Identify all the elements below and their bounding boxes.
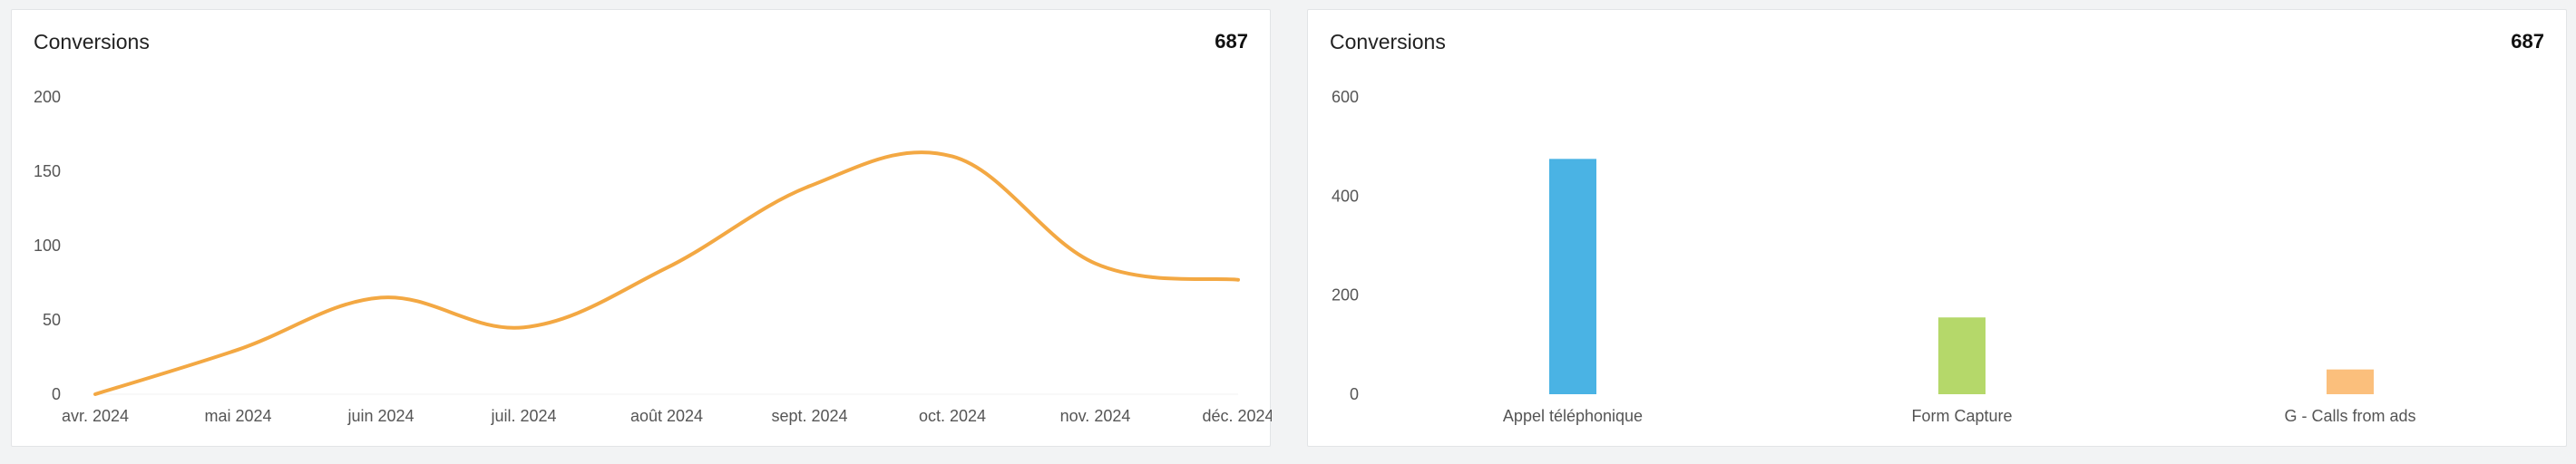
x-tick-label: juil. 2024 [490,407,556,425]
y-tick-label: 100 [34,237,61,255]
line-chart-card: Conversions 687 0 50 100 150 200 avr. 2024 mai… [11,9,1272,447]
y-tick-label: 0 [52,385,61,403]
card-total: 687 [1215,30,1248,53]
x-tick-label: août 2024 [630,407,703,425]
x-tick-label: nov. 2024 [1060,407,1131,425]
card-total: 687 [2511,30,2544,53]
x-tick-label: Appel téléphonique [1503,407,1643,425]
line-chart: 0 50 100 150 200 avr. 2024 mai 2024 juin 2024 ju… [34,88,1272,425]
x-tick-label: Form Capture [1911,407,2012,425]
bar [2327,369,2374,394]
y-tick-label: 200 [1332,286,1359,304]
y-tick-label: 50 [43,311,61,329]
x-tick-label: déc. 2024 [1202,407,1272,425]
y-tick-label: 150 [34,162,61,180]
bar [1938,317,1986,394]
series-line [93,150,1240,396]
x-tick-label: oct. 2024 [919,407,986,425]
card-title: Conversions [34,30,150,53]
x-tick-label: G - Calls from ads [2284,407,2415,425]
x-tick-label: avr. 2024 [62,407,129,425]
x-tick-label: mai 2024 [204,407,271,425]
bar-chart: 0 200 400 600 Appel téléphonique Form Capture… [1332,88,2416,425]
bar-chart-card: Conversions 687 0 200 400 600 Appel téléphon… [1307,9,2567,447]
y-tick-label: 600 [1332,88,1359,106]
y-tick-label: 0 [1350,385,1359,403]
y-tick-label: 200 [34,88,61,106]
x-tick-label: juin 2024 [346,407,414,425]
bar [1549,159,1596,395]
x-tick-label: sept. 2024 [771,407,847,425]
card-title: Conversions [1330,30,1446,53]
y-tick-label: 400 [1332,187,1359,205]
